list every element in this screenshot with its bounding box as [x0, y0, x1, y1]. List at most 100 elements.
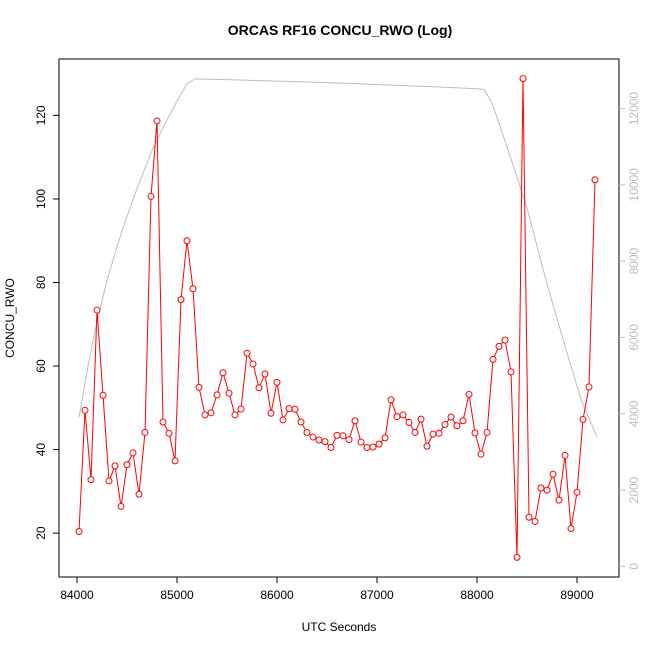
data-point — [249, 360, 257, 368]
data-point — [375, 440, 383, 448]
x-tick-label: 84000 — [60, 588, 94, 602]
data-point — [153, 117, 161, 125]
y-tick-label: 20 — [34, 526, 48, 540]
data-point — [387, 396, 395, 404]
data-point — [459, 417, 467, 425]
data-point — [195, 383, 203, 391]
y-axis-left: 20 40 60 80 100 120 — [34, 105, 59, 540]
series-secondary-line — [78, 78, 598, 437]
series-secondary — [78, 78, 598, 437]
plot-frame — [58, 58, 620, 578]
y-axis-right: 0 2000 4000 6000 8000 10000 12000 — [619, 92, 641, 570]
x-tick-label: 88000 — [460, 588, 494, 602]
data-point — [399, 411, 407, 419]
data-point — [123, 461, 131, 469]
data-point — [315, 436, 323, 444]
data-point — [177, 296, 185, 304]
data-point — [201, 411, 209, 419]
data-point — [447, 413, 455, 421]
data-point — [345, 436, 353, 444]
data-point — [567, 525, 575, 533]
y2-tick-label: 4000 — [627, 400, 641, 427]
x-tick-label: 85000 — [160, 588, 194, 602]
data-point — [579, 416, 587, 424]
data-point — [531, 517, 539, 525]
data-point — [327, 444, 335, 451]
data-point — [441, 421, 449, 429]
data-point — [135, 490, 143, 498]
x-axis-label: UTC Seconds — [302, 620, 377, 634]
data-point — [159, 418, 167, 426]
data-point — [429, 430, 437, 438]
data-point — [285, 405, 293, 413]
data-point — [225, 389, 233, 397]
data-point — [165, 429, 173, 437]
data-point — [573, 488, 581, 496]
y-tick-label: 100 — [34, 189, 48, 209]
data-point — [435, 429, 443, 437]
data-point — [213, 391, 221, 399]
series-primary-line — [78, 78, 596, 558]
data-point — [507, 368, 515, 376]
x-tick-label: 87000 — [360, 588, 394, 602]
data-point — [111, 462, 119, 470]
data-point — [243, 349, 251, 357]
y2-tick-label: 0 — [627, 563, 641, 570]
data-point — [555, 496, 563, 504]
data-point — [219, 369, 227, 377]
data-point — [81, 406, 89, 414]
data-point — [549, 470, 557, 478]
data-point — [171, 457, 179, 465]
y-tick-label: 80 — [34, 275, 48, 289]
data-point — [405, 418, 413, 426]
data-point — [75, 527, 83, 535]
data-point — [309, 433, 317, 441]
data-point — [513, 553, 521, 561]
y2-tick-label: 8000 — [627, 247, 641, 274]
data-point — [363, 444, 371, 451]
data-point — [525, 513, 533, 521]
data-point — [129, 449, 137, 457]
data-point — [321, 438, 329, 446]
y2-tick-label: 2000 — [627, 476, 641, 503]
data-point — [93, 306, 101, 314]
data-point — [477, 450, 485, 458]
data-point — [381, 434, 389, 442]
data-point — [333, 431, 341, 439]
data-point — [273, 378, 281, 386]
data-point — [483, 428, 491, 436]
data-point — [303, 428, 311, 436]
y-tick-label: 60 — [34, 359, 48, 373]
data-point — [369, 443, 377, 451]
data-point — [189, 285, 197, 293]
x-tick-label: 86000 — [260, 588, 294, 602]
data-point — [207, 409, 215, 417]
series-primary — [75, 75, 599, 561]
data-point — [357, 438, 365, 446]
data-point — [591, 176, 599, 184]
y-tick-label: 120 — [34, 105, 48, 125]
data-point — [117, 502, 125, 510]
data-point — [495, 342, 503, 350]
data-point — [255, 384, 263, 392]
data-point — [453, 422, 461, 430]
data-point — [417, 415, 425, 423]
data-point — [183, 237, 191, 245]
data-point — [237, 405, 245, 413]
data-point — [231, 411, 239, 419]
y2-tick-label: 12000 — [627, 92, 641, 126]
data-point — [519, 75, 527, 83]
data-point — [267, 409, 275, 417]
y2-tick-label: 6000 — [627, 324, 641, 351]
data-point — [543, 486, 551, 494]
y2-tick-label: 10000 — [627, 168, 641, 202]
data-point — [561, 451, 569, 459]
data-point — [465, 390, 473, 398]
data-point — [351, 417, 359, 425]
data-point — [393, 413, 401, 421]
chart-title: ORCAS RF16 CONCU_RWO (Log) — [228, 22, 453, 38]
data-point — [141, 428, 149, 436]
data-point — [147, 192, 155, 200]
data-point — [537, 484, 545, 492]
y-axis-label: CONCU_RWO — [3, 278, 17, 358]
